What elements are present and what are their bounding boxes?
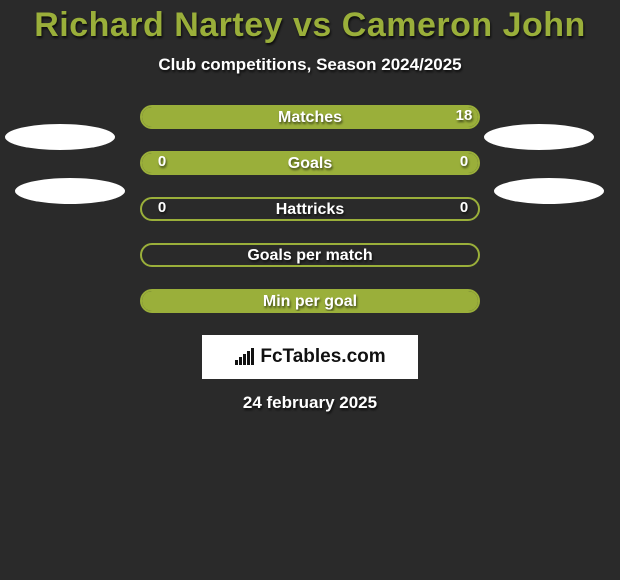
decor-ellipse	[5, 124, 115, 150]
season-subtitle: Club competitions, Season 2024/2025	[0, 55, 620, 75]
logo-text: FcTables.com	[260, 346, 385, 368]
bars-icon	[234, 348, 256, 366]
stat-bar: Min per goal	[140, 289, 480, 313]
stat-bar: Hattricks	[140, 197, 480, 221]
infographic-container: Richard Nartey vs Cameron John Club comp…	[0, 0, 620, 413]
date-label: 24 february 2025	[0, 393, 620, 413]
stat-label: Goals per match	[142, 247, 478, 265]
stat-row: Goals0 0	[0, 151, 620, 179]
decor-ellipse	[494, 178, 604, 204]
stat-value-right: 18	[450, 107, 478, 124]
comparison-title: Richard Nartey vs Cameron John	[0, 6, 620, 45]
stat-bar: Goals per match	[140, 243, 480, 267]
stat-value-right: 0	[450, 153, 478, 170]
logo-box: FcTables.com	[202, 335, 418, 379]
stat-label: Min per goal	[142, 293, 478, 311]
decor-ellipse	[15, 178, 125, 204]
stat-row: Goals per match	[0, 243, 620, 271]
stat-label: Goals	[142, 155, 478, 173]
decor-ellipse	[484, 124, 594, 150]
stat-value-right: 0	[450, 199, 478, 216]
stat-value-left: 0	[148, 153, 176, 170]
stat-bar: Matches	[140, 105, 480, 129]
stat-value-left: 0	[148, 199, 176, 216]
stat-label: Matches	[142, 109, 478, 127]
logo: FcTables.com	[234, 346, 385, 368]
stat-label: Hattricks	[142, 201, 478, 219]
stat-bar: Goals	[140, 151, 480, 175]
stat-row: Min per goal	[0, 289, 620, 317]
